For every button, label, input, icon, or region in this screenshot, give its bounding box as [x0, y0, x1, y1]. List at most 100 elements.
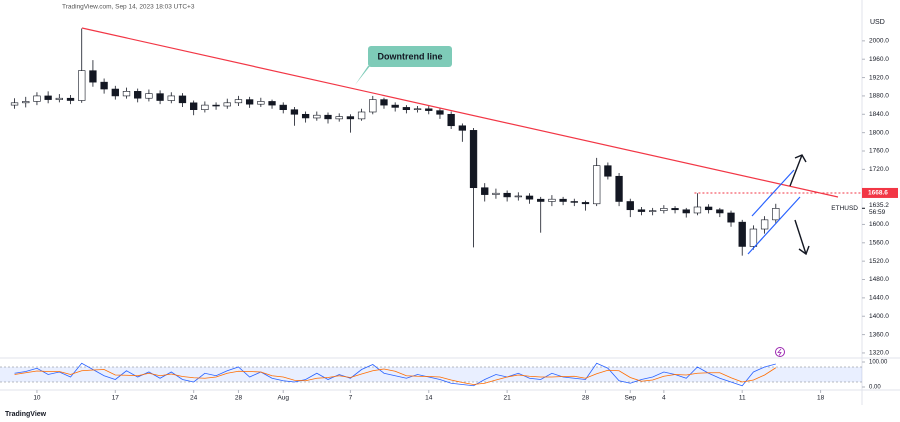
y-tick-label: 1440.0: [869, 295, 889, 302]
candle-body: [156, 93, 164, 101]
candle-body: [469, 130, 478, 189]
candle-body: [33, 95, 41, 102]
callout-box: [368, 46, 452, 67]
x-tick-label: 7: [349, 395, 353, 402]
candle-body: [66, 97, 75, 101]
candle-body: [425, 108, 433, 111]
trend-line: [81, 27, 839, 198]
candle-body: [413, 108, 422, 110]
candle-body: [604, 165, 612, 177]
candle-body: [78, 70, 86, 101]
candle-body: [257, 101, 265, 105]
candle-body: [447, 113, 455, 127]
x-tick-label: 4: [662, 395, 666, 402]
candle-body: [190, 102, 198, 110]
candle-body: [738, 221, 746, 247]
event-icon-bolt: [777, 348, 782, 356]
candle-body: [682, 209, 690, 214]
plot-area: [10, 28, 780, 256]
y-tick-label: 1400.0: [869, 313, 889, 320]
y-tick-label: 1480.0: [869, 276, 889, 283]
oscillator-y-tick-label: 0.00: [869, 385, 881, 391]
y-tick-label: 1920.0: [869, 74, 889, 81]
candle-body: [313, 114, 321, 119]
candle-body: [301, 113, 310, 119]
oscillator-y-tick-label: 100.00: [869, 360, 888, 366]
candle-body: [693, 206, 702, 214]
header: TradingView.com, Sep 14, 2023 18:03 UTC+…: [62, 4, 195, 11]
y-tick-label: 1360.0: [869, 331, 889, 338]
candle-body: [346, 116, 355, 120]
candle-body: [615, 175, 623, 202]
price-line-label-box: [862, 187, 898, 198]
x-tick-label: 28: [582, 395, 590, 402]
oscillator-band: [0, 367, 862, 382]
y-tick-label: 1520.0: [869, 258, 889, 265]
oscillator-line: [14, 367, 777, 385]
currency: USD: [870, 19, 885, 26]
candle-body: [402, 107, 411, 110]
symbol-label: ETHUSD: [831, 205, 858, 212]
candle-body: [458, 125, 467, 131]
event-icon: [775, 347, 785, 357]
x-tick-label: Sep: [624, 395, 636, 402]
candle-body: [760, 219, 769, 230]
candle-body: [212, 104, 220, 107]
y-tick-label: 1320.0: [869, 350, 889, 357]
candle-body: [581, 202, 590, 205]
x-tick-label: 21: [504, 395, 512, 402]
y-tick-label: 1800.0: [869, 129, 889, 136]
candle-body: [357, 111, 366, 120]
candle-body: [749, 228, 758, 247]
y-tick-label: 1720.0: [869, 166, 889, 173]
channel-line: [751, 169, 795, 217]
y-tick-label: 1560.0: [869, 240, 889, 247]
candle-body: [290, 109, 299, 115]
x-tick-label: Aug: [277, 395, 289, 402]
candle-body: [704, 206, 713, 211]
candle-body: [593, 165, 601, 205]
candle-body: [100, 81, 108, 90]
x-tick-label: 14: [425, 395, 433, 402]
x-tick-label: 28: [235, 395, 243, 402]
y-tick-label: 2000.0: [869, 38, 889, 45]
y-tick-label: 1760.0: [869, 148, 889, 155]
candle-body: [660, 208, 668, 211]
candle-body: [10, 102, 19, 106]
candle-body: [772, 208, 780, 221]
candle-body: [727, 212, 735, 223]
x-tick-label: 10: [33, 395, 41, 402]
y-tick-label: 1840.0: [869, 111, 889, 118]
candle-body: [22, 101, 30, 104]
candle-body: [55, 97, 63, 100]
y-tick-label: 1880.0: [869, 93, 889, 100]
candle-body: [335, 116, 343, 120]
candle-body: [89, 70, 97, 83]
candle-body: [44, 95, 52, 100]
candle-body: [492, 192, 500, 195]
candle-body: [111, 88, 119, 97]
candle-body: [134, 91, 142, 99]
candle-body: [145, 93, 153, 99]
candle-body: [122, 91, 131, 97]
candle-body: [503, 192, 511, 198]
candle-body: [223, 102, 231, 107]
candle-body: [570, 201, 578, 203]
price-line-label: 1668.6: [868, 190, 888, 197]
candle-body: [716, 209, 724, 214]
callout-text: Downtrend line: [378, 51, 443, 61]
candle-body: [648, 210, 657, 212]
x-tick-label: 11: [739, 395, 746, 402]
candle-body: [324, 114, 332, 120]
candle-body: [279, 104, 287, 110]
arrow-up: [789, 154, 807, 187]
x-tick-label: 18: [817, 395, 825, 402]
candle-body: [559, 198, 567, 202]
candle-body: [514, 195, 522, 198]
y-tick-label: 1960.0: [869, 56, 889, 63]
candle-body: [268, 101, 276, 106]
candle-body: [525, 195, 534, 200]
callout-pointer: [355, 66, 370, 85]
brand: TradingView: [5, 411, 47, 418]
arrow-down: [794, 219, 810, 256]
